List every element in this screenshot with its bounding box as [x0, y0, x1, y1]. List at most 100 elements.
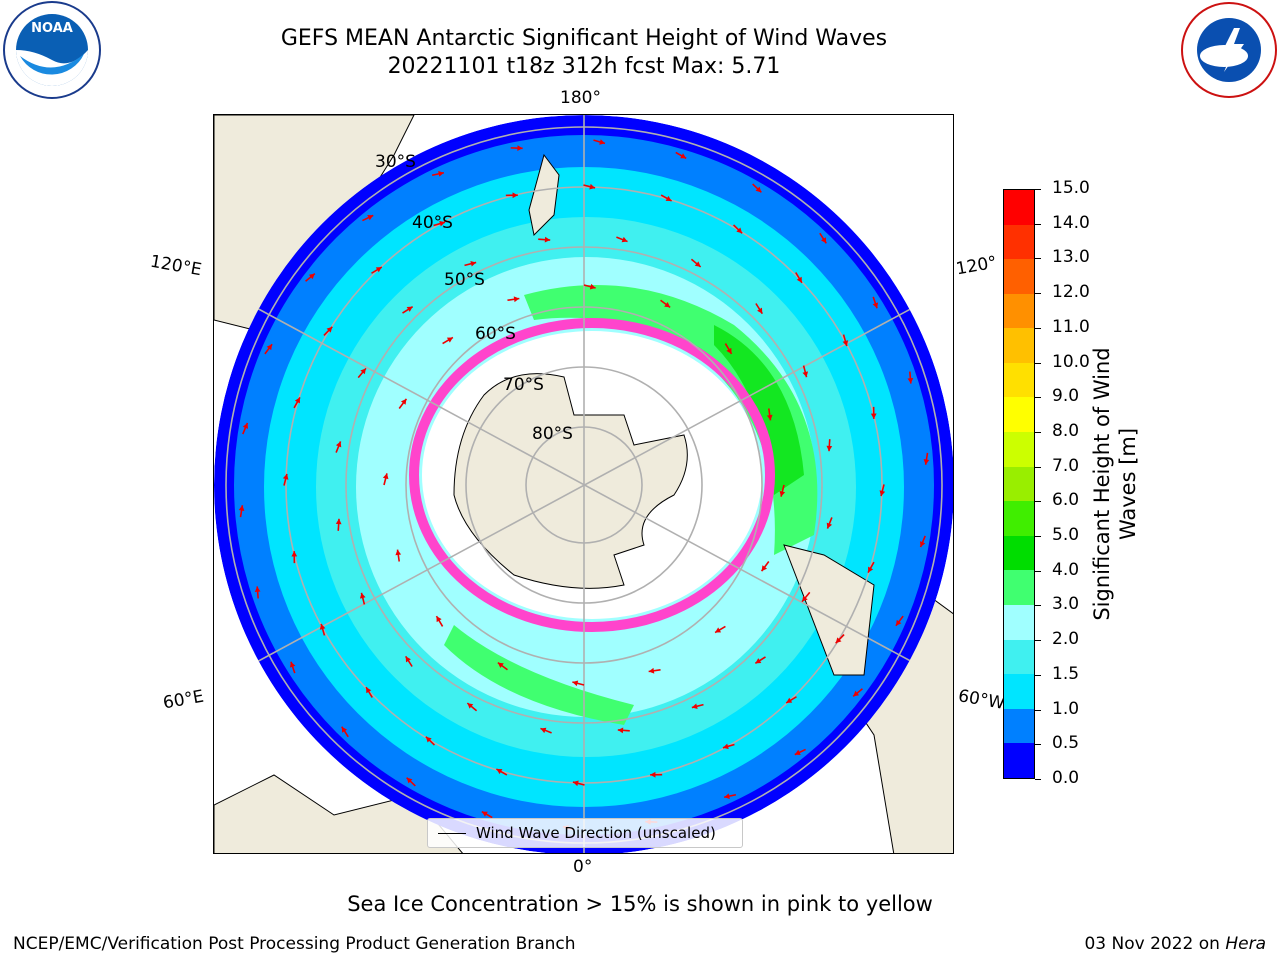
wind-wave-arrowhead	[291, 551, 298, 557]
lon-label-60e: 60°E	[161, 686, 206, 714]
lon-label-120w: 120°	[954, 252, 999, 280]
polar-map	[213, 114, 954, 854]
wind-wave-arrowhead	[923, 459, 930, 465]
lat-label-30s: 30°S	[375, 152, 416, 172]
colorbar-tick-label: 10.0	[1052, 351, 1090, 372]
wind-wave-arrowhead	[540, 727, 547, 734]
polar-map-svg	[214, 115, 953, 853]
wind-wave-arrowhead	[367, 215, 374, 221]
wind-wave-arrowhead	[294, 397, 300, 404]
colorbar-tick-label: 13.0	[1052, 247, 1090, 268]
colorbar	[1003, 189, 1035, 779]
wind-wave-arrowhead	[724, 793, 730, 799]
wind-wave-arrowhead	[589, 283, 596, 290]
wind-wave-arrows	[238, 139, 930, 831]
wind-wave-arrowhead	[335, 518, 342, 525]
colorbar-label-line2: Waves [m]	[1116, 427, 1140, 541]
colorbar-tick-label: 8.0	[1052, 420, 1080, 441]
wind-wave-arrowhead	[382, 473, 389, 480]
colorbar-tick-mark	[1035, 570, 1041, 572]
colorbar-tick-label: 3.0	[1052, 594, 1080, 615]
noaa-logo: NOAA	[0, 0, 104, 100]
wind-wave-arrowhead	[879, 490, 886, 497]
chart-subtitle: 20221101 t18z 312h fcst Max: 5.71	[387, 54, 781, 79]
wind-wave-arrowhead	[835, 637, 842, 644]
lon-label-0: 0°	[573, 857, 593, 877]
wind-wave-arrowhead	[868, 566, 874, 573]
colorbar-tick-label: 12.0	[1052, 282, 1090, 303]
colorbar-tick-mark	[1035, 744, 1041, 746]
colorbar-segment	[1004, 570, 1034, 606]
wind-wave-arrowhead	[786, 697, 793, 703]
wind-wave-arrowhead	[439, 220, 446, 227]
colorbar-tick-mark	[1035, 189, 1041, 190]
nws-logo	[1178, 0, 1280, 100]
wind-wave-arrowhead	[872, 302, 879, 309]
lat-label-70s: 70°S	[503, 375, 544, 395]
wind-wave-arrowhead	[400, 398, 407, 405]
wind-wave-arrowhead	[341, 726, 348, 733]
wind-wave-arrowhead	[572, 680, 579, 687]
wind-wave-arrowhead	[820, 237, 827, 244]
wind-wave-arrowhead	[572, 780, 579, 787]
colorbar-tick-label: 4.0	[1052, 559, 1080, 580]
footer-date: 03 Nov 2022 on Hera	[1084, 934, 1266, 954]
colorbar-tick-mark	[1035, 536, 1041, 538]
wind-wave-arrowhead	[406, 306, 413, 312]
wind-wave-arrowhead	[617, 727, 624, 734]
wind-wave-arrowhead	[919, 541, 926, 548]
wind-wave-arrowhead	[359, 592, 366, 599]
wind-wave-arrowhead	[907, 378, 914, 384]
colorbar-tick-mark	[1035, 397, 1041, 399]
lat-label-60s: 60°S	[475, 324, 516, 344]
wind-wave-arrowhead	[289, 661, 296, 668]
colorbar-tick-label: 0.5	[1052, 733, 1080, 754]
lat-label-50s: 50°S	[444, 270, 485, 290]
wind-wave-arrowhead	[319, 623, 326, 630]
wind-wave-arrowhead	[282, 473, 289, 480]
colorbar-segment	[1004, 189, 1034, 225]
colorbar-tick-label: 9.0	[1052, 386, 1080, 407]
footer-branch: NCEP/EMC/Verification Post Processing Pr…	[13, 934, 576, 954]
wind-wave-arrowhead	[755, 658, 762, 664]
wind-wave-arrowhead	[736, 227, 743, 234]
lon-label-120e: 120°E	[148, 251, 204, 281]
colorbar-tick-label: 1.0	[1052, 698, 1080, 719]
wind-wave-arrowhead	[726, 347, 732, 354]
colorbar-tick-mark	[1035, 501, 1041, 503]
colorbar-tick-mark	[1035, 605, 1041, 607]
wind-wave-arrowhead	[665, 195, 672, 201]
colorbar-segment	[1004, 466, 1034, 502]
wind-wave-arrowhead	[406, 777, 413, 784]
wind-wave-arrowhead	[326, 326, 333, 333]
wind-wave-arrowhead	[425, 736, 432, 743]
wind-wave-arrowhead	[664, 301, 671, 308]
colorbar-segment	[1004, 501, 1034, 536]
colorbar-segment	[1004, 362, 1034, 398]
colorbar-segment	[1004, 674, 1034, 709]
colorbar-tick-label: 7.0	[1052, 455, 1080, 476]
wind-wave-arrowhead	[650, 771, 656, 778]
wind-wave-arrowhead	[826, 445, 833, 452]
legend-label: Wind Wave Direction (unscaled)	[476, 824, 716, 842]
wind-wave-arrowhead	[544, 236, 551, 243]
colorbar-tick-mark	[1035, 431, 1041, 433]
wind-wave-arrowhead	[335, 441, 342, 448]
footer-host: Hera	[1225, 934, 1266, 954]
colorbar-segment	[1004, 605, 1034, 640]
colorbar-tick-mark	[1035, 362, 1041, 364]
wind-wave-arrowhead	[254, 586, 261, 592]
colorbar-segment	[1004, 293, 1034, 329]
colorbar-tick-label: 1.5	[1052, 663, 1080, 684]
wind-wave-arrowhead	[599, 139, 606, 145]
lon-label-60w: 60°W	[956, 686, 1007, 714]
colorbar-tick-label: 11.0	[1052, 316, 1090, 337]
wind-wave-arrowhead	[715, 627, 722, 633]
wind-wave-arrowhead	[694, 261, 701, 267]
colorbar-tick-mark	[1035, 223, 1041, 225]
wind-wave-arrowhead	[757, 307, 763, 314]
wind-wave-arrowhead	[648, 667, 655, 674]
colorbar-tick-mark	[1035, 709, 1041, 711]
colorbar-tick-label: 6.0	[1052, 490, 1080, 511]
wind-wave-arrowhead	[308, 273, 315, 280]
